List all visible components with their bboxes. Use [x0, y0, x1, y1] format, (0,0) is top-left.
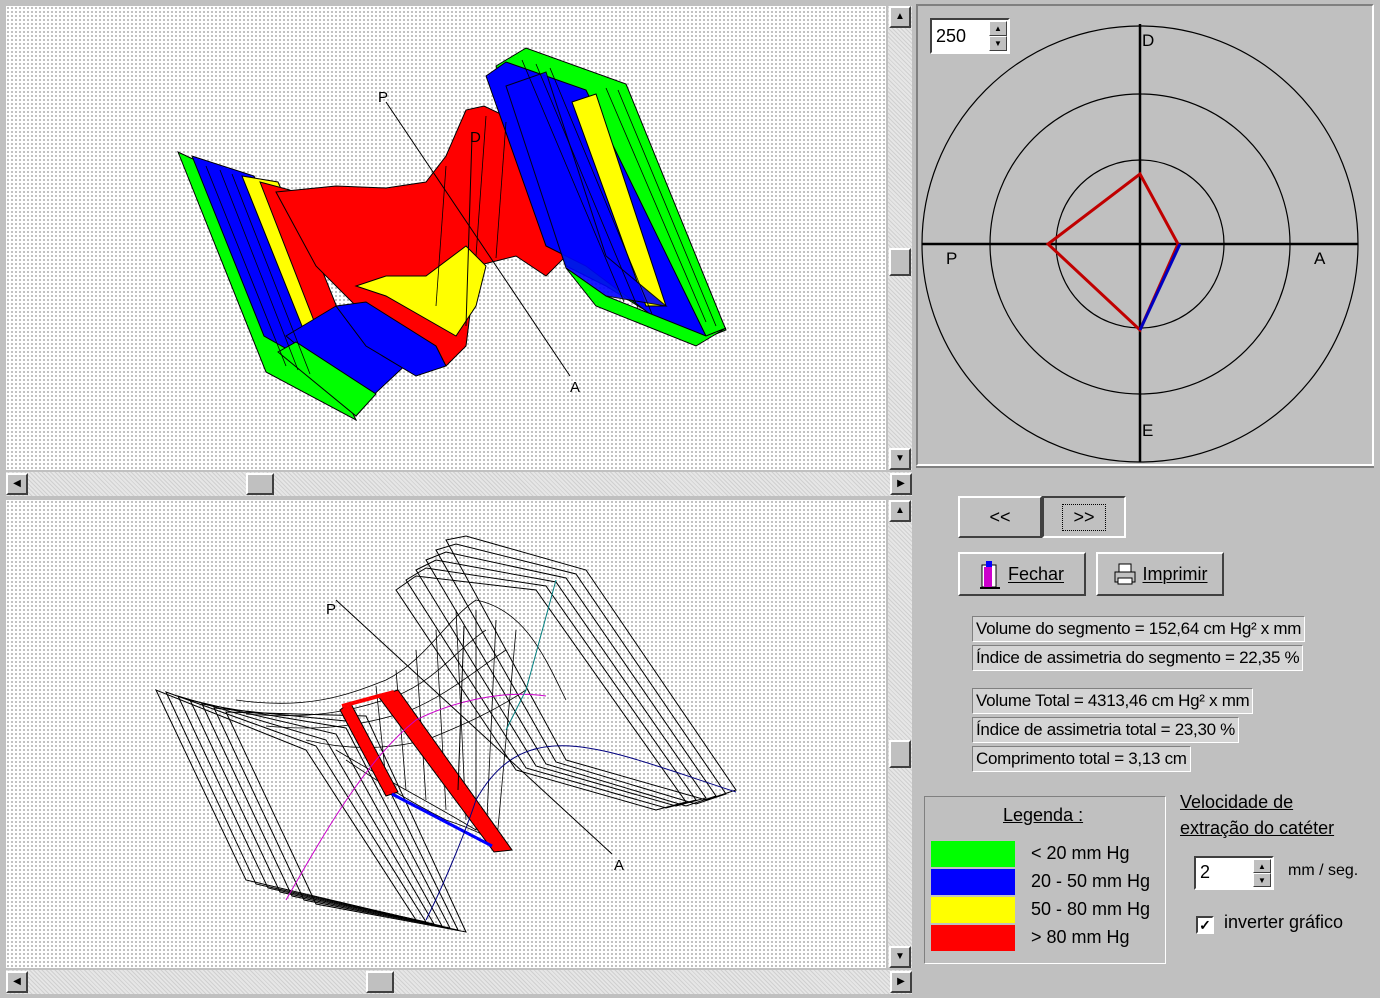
highlight-segment-red-left: [339, 701, 399, 797]
next-label: >>: [1062, 503, 1106, 531]
scroll-right-icon[interactable]: ▶: [890, 473, 912, 495]
polar-label-a: A: [1314, 249, 1326, 268]
spin-up-icon[interactable]: ▲: [1253, 859, 1271, 873]
scroll-down-icon[interactable]: ▼: [889, 448, 911, 470]
scale-spinner[interactable]: 250 ▲ ▼: [930, 18, 1010, 54]
bottom-pa-axis: [335, 599, 613, 855]
top-hscroll-thumb[interactable]: [246, 473, 274, 495]
speed-title-line2: extração do catéter: [1180, 818, 1335, 838]
segment-volume: Volume do segmento = 152,64 cm Hg² x mm: [972, 616, 1306, 642]
legend-title: Legenda :: [1003, 805, 1084, 825]
bottom-view-hscroll[interactable]: ◀ ▶: [6, 970, 912, 994]
segment-asymmetry: Índice de assimetria do segmento = 22,35…: [972, 645, 1304, 671]
speed-spinner[interactable]: 2 ▲ ▼: [1194, 856, 1274, 890]
legend-swatch-green: [931, 841, 1015, 867]
total-asymmetry: Índice de assimetria total = 23,30 %: [972, 717, 1239, 743]
bottom-label-a: A: [614, 857, 624, 874]
center-yellow-stripe: [354, 245, 487, 337]
legend-label-0: < 20 mm Hg: [1031, 843, 1130, 863]
scale-value: 250: [936, 26, 967, 46]
highlight-segment-blue: [391, 792, 493, 848]
left-bottom-green: [277, 341, 377, 417]
legend-swatch-yellow: [931, 897, 1015, 923]
guide-curve-cyan: [505, 579, 557, 731]
scroll-left-icon[interactable]: ◀: [6, 971, 28, 993]
bottom-vscroll-thumb[interactable]: [889, 740, 911, 768]
bottom-view-vscroll[interactable]: ▲ ▼: [888, 500, 912, 968]
bottom-3d-chart: P A: [155, 535, 737, 933]
legend-swatch-blue: [931, 869, 1015, 895]
prev-label: <<: [989, 506, 1011, 527]
close-button[interactable]: Fechar: [958, 552, 1086, 596]
top-label-d: D: [470, 129, 481, 146]
polar-label-d: D: [1142, 31, 1154, 50]
wireframe-rings: [155, 535, 737, 933]
print-button[interactable]: Imprimir: [1096, 552, 1224, 596]
polar-chart: D E P A: [921, 24, 1359, 463]
guide-curve-blue: [425, 745, 737, 921]
next-button[interactable]: >>: [1042, 496, 1126, 538]
total-length: Comprimento total = 3,13 cm: [972, 746, 1191, 772]
spin-down-icon[interactable]: ▼: [989, 36, 1007, 51]
bottom-label-p: P: [326, 601, 336, 618]
polar-label-p: P: [946, 249, 957, 268]
speed-title-line1: Velocidade de: [1180, 792, 1294, 812]
invert-checkbox[interactable]: ✓: [1196, 916, 1214, 934]
polar-blue-line: [1138, 243, 1182, 331]
spin-up-icon[interactable]: ▲: [989, 21, 1007, 36]
close-label: Fechar: [1007, 563, 1065, 584]
print-label: Imprimir: [1142, 563, 1208, 584]
top-label-a: A: [570, 379, 580, 396]
bottom-3d-view[interactable]: P A: [6, 500, 886, 968]
top-pa-axis: [385, 101, 571, 377]
panel-divider: [916, 466, 1374, 468]
polar-panel: D E P A 250 ▲ ▼: [916, 4, 1374, 466]
legend-swatch-red: [931, 925, 1015, 951]
total-volume: Volume Total = 4313,46 cm Hg² x mm: [972, 688, 1254, 714]
bottom-hscroll-thumb[interactable]: [366, 971, 394, 993]
top-3d-view[interactable]: P A D: [6, 6, 886, 470]
scroll-down-icon[interactable]: ▼: [889, 946, 911, 968]
scroll-right-icon[interactable]: ▶: [890, 971, 912, 993]
legend-label-1: 20 - 50 mm Hg: [1031, 871, 1151, 891]
polar-label-e: E: [1142, 421, 1153, 440]
spin-down-icon[interactable]: ▼: [1253, 873, 1271, 887]
guide-curve-magenta: [285, 693, 547, 901]
door-icon: [979, 561, 1000, 589]
scroll-left-icon[interactable]: ◀: [6, 473, 28, 495]
printer-icon: [1113, 562, 1137, 586]
scroll-up-icon[interactable]: ▲: [889, 500, 911, 522]
top-3d-chart: P A D: [177, 47, 727, 422]
legend-label-2: 50 - 80 mm Hg: [1031, 899, 1151, 919]
top-d-axis: [465, 135, 473, 327]
top-view-hscroll[interactable]: ◀ ▶: [6, 472, 912, 496]
right-end-green-rim: [565, 267, 727, 347]
segment-lines: [205, 59, 717, 375]
top-label-p: P: [378, 89, 388, 106]
polar-red-shape: [1045, 171, 1180, 333]
legend-label-3: > 80 mm Hg: [1031, 927, 1130, 947]
scroll-up-icon[interactable]: ▲: [889, 6, 911, 28]
speed-value: 2: [1200, 862, 1211, 882]
speed-unit: mm / seg.: [1288, 862, 1359, 879]
highlight-segment-red-top: [341, 690, 395, 708]
center-blue-stripe: [335, 301, 447, 377]
bottom-vertical-axis: [457, 625, 465, 791]
invert-label: inverter gráfico: [1224, 912, 1344, 932]
legend-box: Legenda : < 20 mm Hg 20 - 50 mm Hg 50 - …: [924, 796, 1166, 964]
prev-button[interactable]: <<: [958, 496, 1042, 538]
top-vscroll-thumb[interactable]: [889, 248, 911, 276]
top-view-vscroll[interactable]: ▲ ▼: [888, 6, 912, 470]
